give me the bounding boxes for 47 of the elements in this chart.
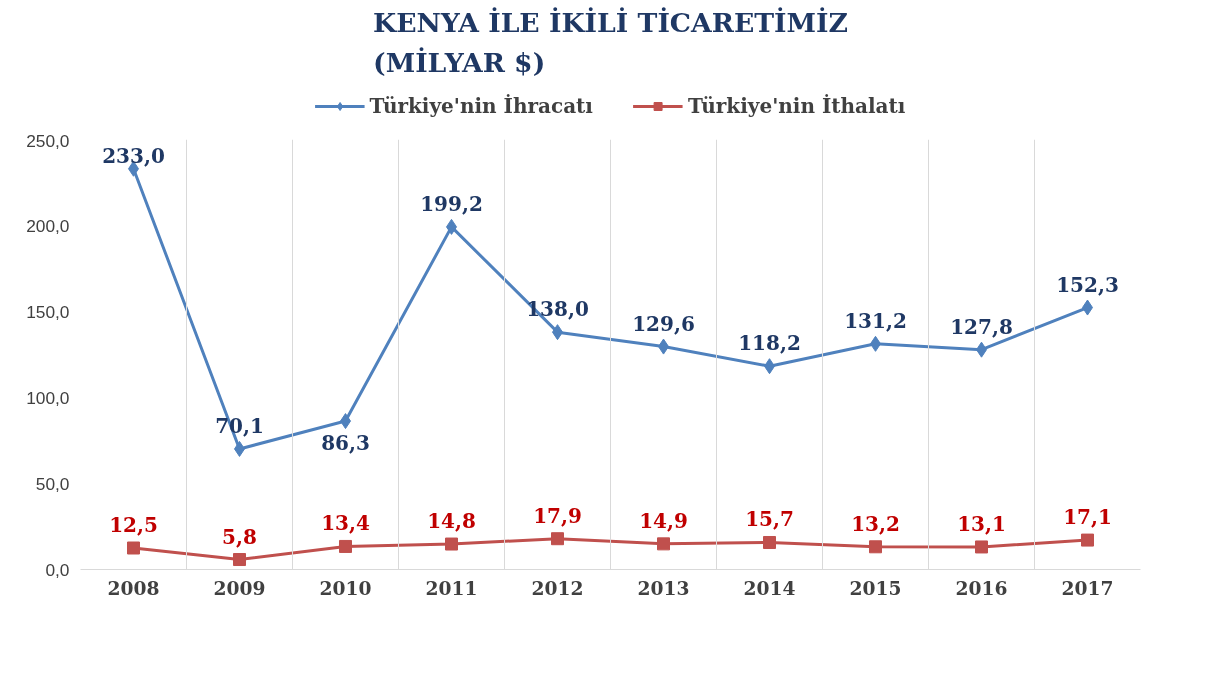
point — [551, 532, 564, 546]
data-label: 127,8 — [950, 314, 1013, 339]
data-label: 199,2 — [420, 191, 483, 216]
point — [1081, 533, 1094, 547]
y-tick-label: 150,0 — [26, 301, 70, 322]
data-label: 118,2 — [738, 331, 801, 356]
chart-title: KENYA İLE İKİLİ TİCARETİMİZ (MİLYAR $) — [373, 7, 848, 79]
x-tick-label: 2009 — [213, 576, 266, 599]
y-tick-label: 0,0 — [45, 559, 70, 580]
y-tick-label: 200,0 — [26, 215, 70, 236]
point — [127, 541, 140, 555]
x-tick-label: 2010 — [319, 576, 372, 599]
point — [869, 540, 882, 554]
y-tick-label: 100,0 — [26, 387, 70, 408]
data-label: 233,0 — [102, 143, 165, 168]
data-label: 15,7 — [745, 507, 794, 532]
y-tick-label: 250,0 — [26, 130, 70, 151]
data-label: 131,2 — [844, 308, 907, 333]
legend-label: Türkiye'nin İhracatı — [369, 94, 593, 118]
point — [233, 553, 246, 567]
x-tick-label: 2013 — [637, 576, 690, 599]
legend-label: Türkiye'nin İthalatı — [687, 94, 906, 118]
data-label: 14,9 — [639, 508, 688, 533]
x-tick-label: 2008 — [107, 576, 160, 599]
data-label: 86,3 — [321, 431, 370, 456]
x-tick-label: 2016 — [955, 576, 1008, 599]
x-tick-label: 2017 — [1061, 576, 1114, 599]
point — [657, 537, 670, 551]
point — [975, 540, 988, 554]
data-label: 5,8 — [222, 524, 257, 549]
point — [445, 537, 458, 551]
x-tick-label: 2015 — [849, 576, 902, 599]
x-tick-label: 2012 — [531, 576, 584, 599]
data-label: 14,8 — [427, 509, 476, 534]
data-label: 17,9 — [533, 503, 582, 528]
data-label: 129,6 — [632, 311, 695, 336]
data-label: 13,4 — [321, 511, 370, 536]
y-tick-label: 50,0 — [35, 473, 70, 494]
data-label: 13,1 — [957, 511, 1006, 536]
x-tick-label: 2011 — [425, 576, 478, 599]
data-label: 17,1 — [1063, 505, 1112, 530]
data-label: 13,2 — [851, 511, 900, 536]
x-tick-label: 2014 — [743, 576, 796, 599]
point — [763, 536, 776, 549]
data-label: 152,3 — [1056, 272, 1119, 297]
data-label: 12,5 — [109, 513, 158, 537]
point — [339, 539, 352, 553]
